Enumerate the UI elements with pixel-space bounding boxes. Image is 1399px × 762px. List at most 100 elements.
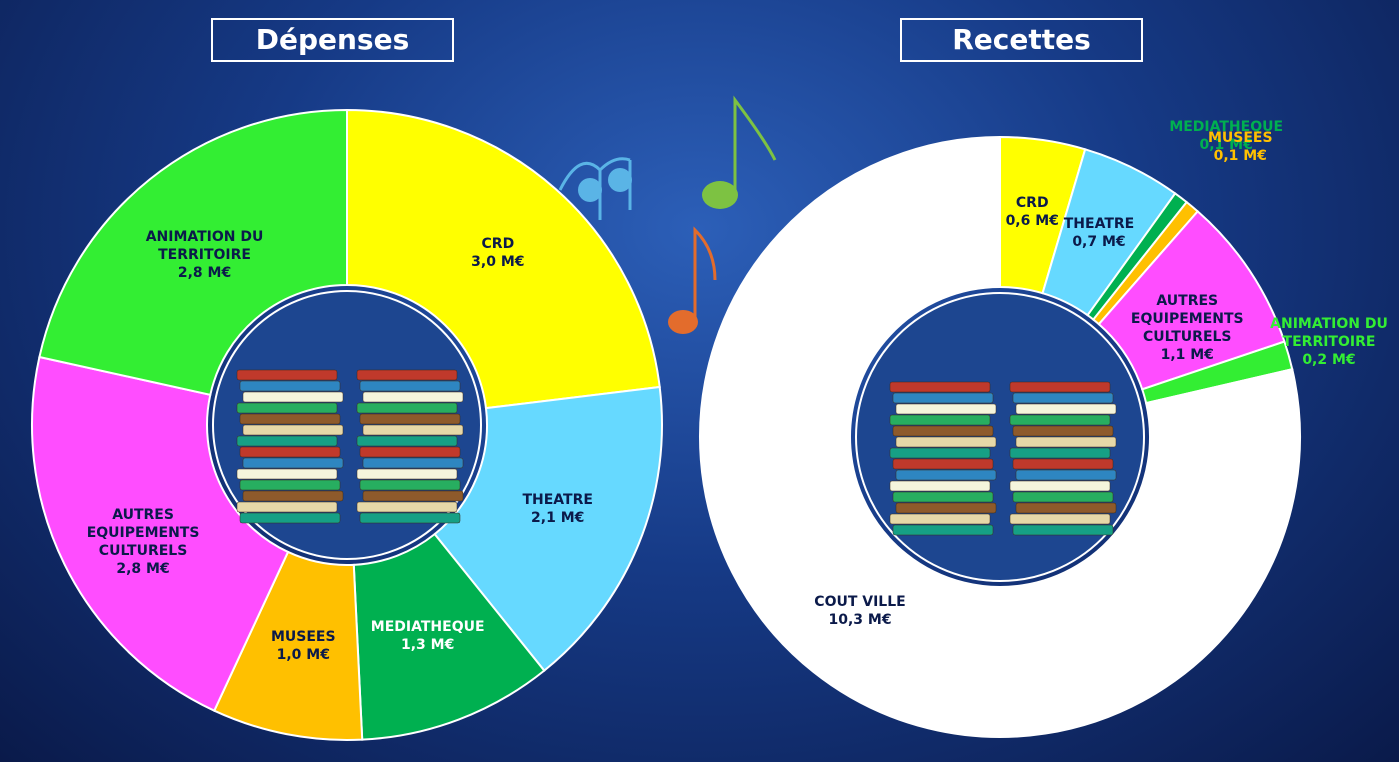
slice-label: THEATRE 0,7 M€: [1029, 215, 1169, 251]
book: [892, 524, 994, 536]
book: [1012, 524, 1114, 536]
category-label: CRD: [481, 235, 515, 252]
book: [889, 513, 991, 525]
book: [242, 457, 344, 469]
slice-label: COUT VILLE 10,3 M€: [790, 593, 930, 629]
book: [1009, 381, 1111, 393]
book: [242, 490, 344, 502]
category-label: MEDIATHEQUE: [370, 618, 485, 635]
book: [239, 479, 341, 491]
book: [236, 468, 338, 480]
donut-slice: [346, 108, 661, 410]
book: [236, 402, 338, 414]
book: [362, 391, 464, 403]
value-label: 1,0 M€: [276, 647, 330, 664]
category-label: MEDIATHEQUE: [1169, 118, 1284, 135]
slice-label: CRD 0,6 M€: [962, 194, 1102, 230]
category-label: ANIMATION DU TERRITOIRE: [1270, 315, 1388, 350]
book: [892, 491, 994, 503]
book: [362, 424, 464, 436]
category-label: COUT VILLE: [814, 594, 906, 611]
book: [895, 502, 997, 514]
donut-slice: [699, 135, 1301, 738]
category-label: ANIMATION DU TERRITOIRE: [145, 228, 264, 263]
slice-label: MUSEES 0,1 M€: [1170, 129, 1310, 165]
value-label: 1,1 M€: [1160, 347, 1214, 364]
category-label: MUSEES: [1207, 130, 1273, 147]
book: [239, 413, 341, 425]
book: [892, 425, 994, 437]
book: [362, 457, 464, 469]
book: [236, 435, 338, 447]
book: [1015, 403, 1117, 415]
music-note: [733, 95, 777, 190]
value-label: 3,0 M€: [471, 253, 525, 270]
value-label: 0,6 M€: [1005, 213, 1059, 230]
slice-label: AUTRES EQUIPEMENTS CULTURELS 2,8 M€: [73, 506, 213, 578]
book: [889, 480, 991, 492]
book: [359, 413, 461, 425]
value-label: 0,1 M€: [1213, 148, 1267, 165]
book: [359, 446, 461, 458]
value-label: 1,3 M€: [400, 636, 455, 653]
book: [895, 436, 997, 448]
book: [362, 490, 464, 502]
category-label: AUTRES EQUIPEMENTS CULTURELS: [86, 506, 200, 559]
donut-slice: [31, 355, 290, 712]
book: [1009, 480, 1111, 492]
decoration: [558, 95, 777, 334]
value-label: 0,7 M€: [1072, 233, 1126, 250]
slice-label: ANIMATION DU TERRITOIRE 2,8 M€: [135, 228, 275, 282]
book: [356, 468, 458, 480]
category-label: AUTRES EQUIPEMENTS CULTURELS: [1130, 293, 1244, 346]
book: [895, 469, 997, 481]
category-label: THEATRE: [1063, 215, 1135, 232]
book: [892, 458, 994, 470]
book: [892, 392, 994, 404]
category-label: THEATRE: [522, 491, 593, 508]
book: [242, 424, 344, 436]
book: [236, 369, 338, 381]
slice-label: MEDIATHEQUE 0,1 M€: [1156, 118, 1296, 154]
book: [356, 435, 458, 447]
slice-label: MEDIATHEQUE 1,3 M€: [358, 618, 498, 654]
book: [1009, 414, 1111, 426]
book: [239, 512, 341, 524]
book: [1009, 513, 1111, 525]
book: [1009, 447, 1111, 459]
music-note: [702, 181, 738, 209]
book: [1012, 392, 1114, 404]
book: [239, 380, 341, 392]
slice-label: THEATRE 2,1 M€: [488, 491, 628, 527]
music-note: [693, 226, 717, 320]
book: [1012, 491, 1114, 503]
category-label: MUSEES: [270, 629, 336, 646]
book: [236, 501, 338, 513]
music-note: [608, 168, 632, 192]
music-note: [578, 178, 602, 202]
book: [889, 381, 991, 393]
slice-label: ANIMATION DU TERRITOIRE 0,2 M€: [1259, 315, 1399, 369]
value-label: 0,2 M€: [1302, 351, 1356, 368]
book: [889, 414, 991, 426]
book: [356, 501, 458, 513]
value-label: 2,8 M€: [116, 560, 170, 577]
music-note: [668, 310, 698, 334]
chart-title: Dépenses: [211, 18, 454, 62]
book: [1012, 458, 1114, 470]
book: [359, 479, 461, 491]
value-label: 2,1 M€: [531, 509, 585, 526]
book: [239, 446, 341, 458]
slice-label: AUTRES EQUIPEMENTS CULTURELS 1,1 M€: [1117, 292, 1257, 364]
donut-slice: [38, 108, 348, 396]
book: [1015, 502, 1117, 514]
donut-slice: [433, 385, 663, 673]
book: [356, 369, 458, 381]
donut-slice: [352, 532, 546, 741]
book: [356, 402, 458, 414]
value-label: 2,8 M€: [177, 264, 232, 281]
category-label: CRD: [1015, 195, 1049, 212]
book: [1015, 469, 1117, 481]
